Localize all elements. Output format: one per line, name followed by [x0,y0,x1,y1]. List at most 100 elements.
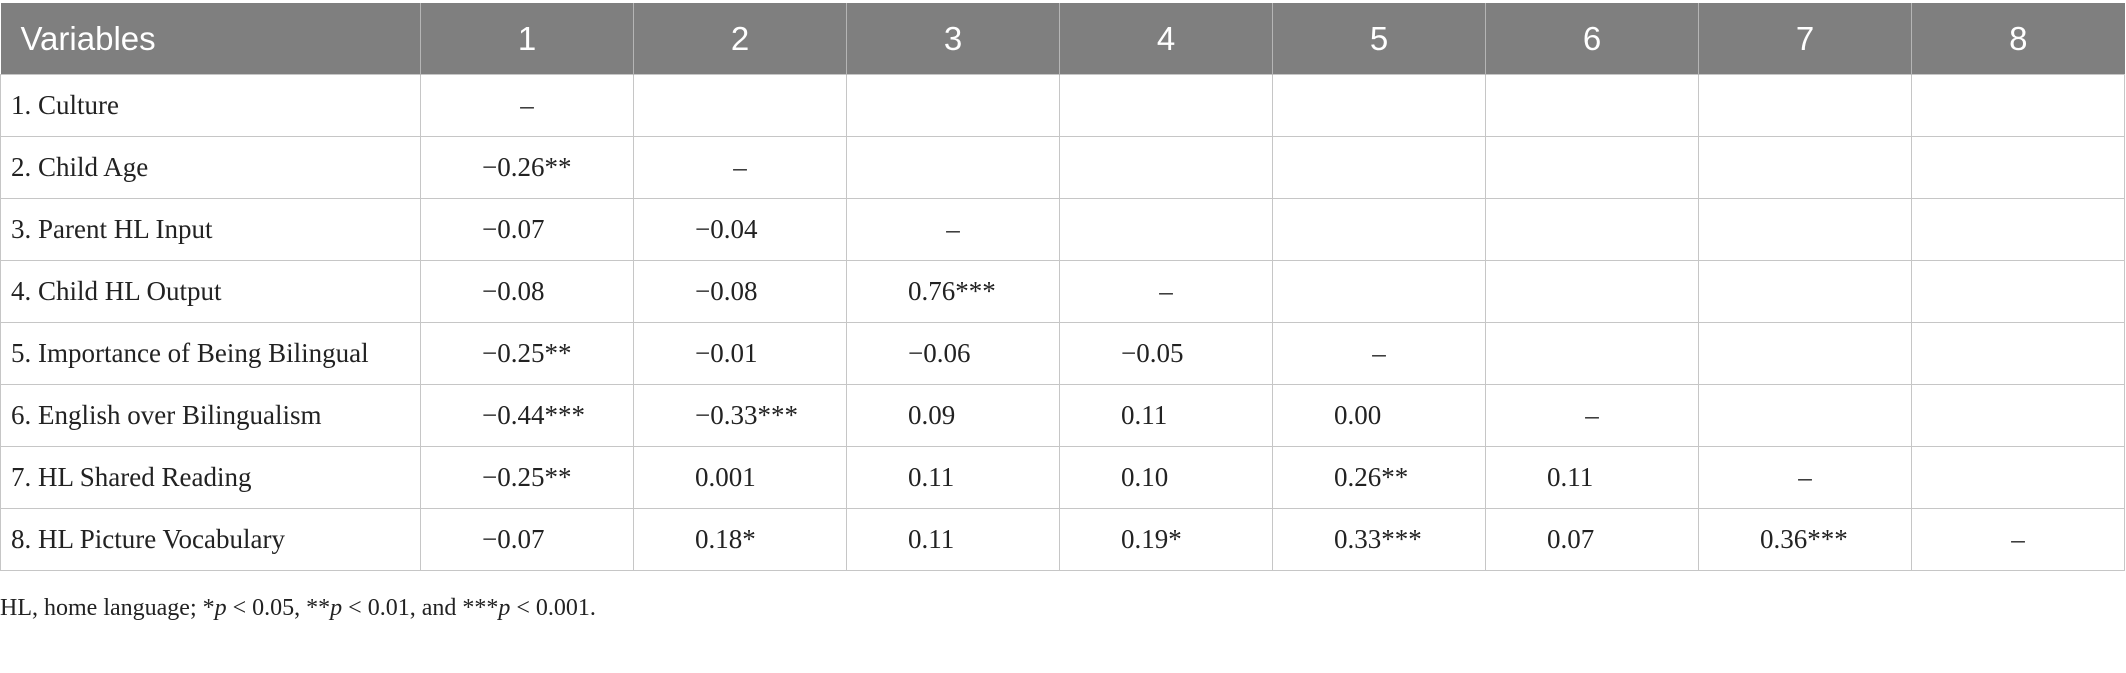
cell: 0.26** [1272,446,1486,509]
cell: −0.05 [1059,322,1273,385]
empty-cell [1059,198,1273,261]
cell: 0.11 [846,508,1060,571]
empty-cell [1911,198,2125,261]
cell: −0.07 [420,198,634,261]
table-body: 1. Culture –2. Child Age −0.26** –3. Parent… [0,74,2125,571]
cell: −0.01 [633,322,847,385]
cell: −0.08 [420,260,634,323]
row-label: 8. HL Picture Vocabulary [0,508,421,571]
header-cell: 4 [1059,3,1273,75]
row-label: 5. Importance of Being Bilingual [0,322,421,385]
header-cell: 7 [1698,3,1912,75]
cell: – [633,136,847,199]
cell: 0.10 [1059,446,1273,509]
cell: −0.44*** [420,384,634,447]
cell: 0.19* [1059,508,1273,571]
cell: −0.25** [420,446,634,509]
header-cell: Variables [0,3,421,75]
cell: 0.11 [846,446,1060,509]
cell: 0.07 [1485,508,1699,571]
cell: 0.36*** [1698,508,1912,571]
header-cell: 2 [633,3,847,75]
table-row: 3. Parent HL Input −0.07 −0.04– [0,198,2125,261]
empty-cell [1698,136,1912,199]
empty-cell [633,74,847,137]
cell: 0.11 [1485,446,1699,509]
cell: −0.06 [846,322,1060,385]
footnote-text: < 0.01, and *** [342,595,499,621]
empty-cell [1911,384,2125,447]
cell: – [846,198,1060,261]
empty-cell [1485,74,1699,137]
cell: – [1059,260,1273,323]
empty-cell [1911,260,2125,323]
empty-cell [1485,136,1699,199]
cell: −0.25** [420,322,634,385]
empty-cell [1911,322,2125,385]
row-label: 4. Child HL Output [0,260,421,323]
footnote: HL, home language; *p < 0.05, **p < 0.01… [0,595,596,622]
row-label: 3. Parent HL Input [0,198,421,261]
empty-cell [1059,136,1273,199]
header-cell: 8 [1911,3,2125,75]
empty-cell [1272,74,1486,137]
cell: 0.11 [1059,384,1273,447]
row-label: 7. HL Shared Reading [0,446,421,509]
cell: – [1698,446,1912,509]
header-cell: 3 [846,3,1060,75]
cell: 0.001 [633,446,847,509]
cell: −0.08 [633,260,847,323]
empty-cell [1485,322,1699,385]
footnote-text: HL, home language; * [0,595,215,621]
empty-cell [846,74,1060,137]
empty-cell [1272,136,1486,199]
empty-cell [1272,198,1486,261]
row-label: 2. Child Age [0,136,421,199]
empty-cell [1911,136,2125,199]
footnote-text: < 0.05, ** [226,595,331,621]
cell: 0.76*** [846,260,1060,323]
cell: – [420,74,634,137]
cell: −0.26** [420,136,634,199]
table-row: 4. Child HL Output −0.08 −0.08 0.76*** – [0,260,2125,323]
footnote-p: p [330,595,343,621]
table-row: 7. HL Shared Reading −0.25** 0.001 0.11 0.10… [0,446,2125,509]
empty-cell [846,136,1060,199]
cell: 0.18* [633,508,847,571]
empty-cell [1698,198,1912,261]
footnote-text: < 0.001. [510,595,596,621]
table-row: 8. HL Picture Vocabulary −0.07 0.18* 0.11 0.… [0,508,2125,571]
row-label: 1. Culture [0,74,421,137]
cell: 0.33*** [1272,508,1486,571]
empty-cell [1272,260,1486,323]
empty-cell [1698,74,1912,137]
empty-cell [1485,198,1699,261]
cell: 0.09 [846,384,1060,447]
footnote-p: p [498,595,511,621]
header-row: Variables 1 2 3 4 5 6 7 8 [0,3,2125,75]
cell: −0.07 [420,508,634,571]
table-row: 1. Culture – [0,74,2125,137]
empty-cell [1911,446,2125,509]
empty-cell [1698,322,1912,385]
header-cell: 1 [420,3,634,75]
empty-cell [1698,260,1912,323]
row-label: 6. English over Bilingualism [0,384,421,447]
cell: −0.33*** [633,384,847,447]
table-row: 5. Importance of Being Bilingual −0.25** −… [0,322,2125,385]
table-row: 6. English over Bilingualism −0.44*** −0.3… [0,384,2125,447]
empty-cell [1698,384,1912,447]
empty-cell [1059,74,1273,137]
empty-cell [1911,74,2125,137]
cell: −0.04 [633,198,847,261]
footnote-p: p [214,595,227,621]
cell: – [1911,508,2125,571]
header-cell: 6 [1485,3,1699,75]
correlation-table: Variables 1 2 3 4 5 6 7 8 1. Culture –2. Child Ag… [0,3,2125,571]
cell: – [1272,322,1486,385]
cell: – [1485,384,1699,447]
table-row: 2. Child Age −0.26** – [0,136,2125,199]
empty-cell [1485,260,1699,323]
header-cell: 5 [1272,3,1486,75]
